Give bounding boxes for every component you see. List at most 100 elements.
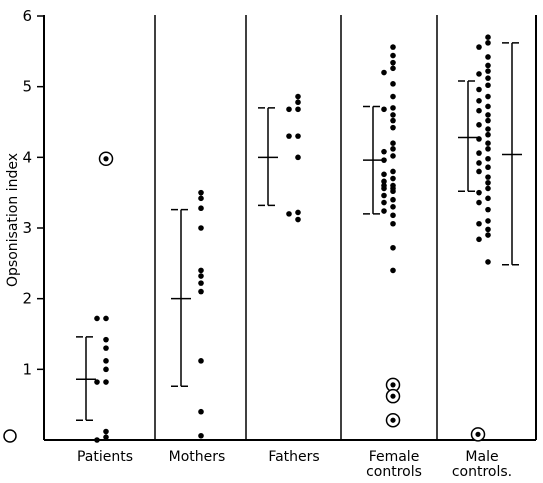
data-point — [476, 98, 482, 104]
category-label: Male — [465, 449, 498, 465]
data-point — [476, 86, 482, 93]
data-point — [295, 209, 301, 216]
y-tick-label: 5 — [22, 78, 32, 96]
category-label: Mothers — [169, 449, 226, 465]
data-point — [485, 155, 491, 162]
data-point — [485, 226, 491, 233]
data-point — [390, 140, 396, 146]
circled-point-dot — [390, 417, 396, 423]
data-point — [485, 112, 491, 118]
data-point — [295, 93, 301, 100]
data-point — [381, 157, 387, 163]
data-point — [485, 195, 491, 202]
data-point — [476, 220, 482, 227]
data-point — [198, 432, 204, 439]
data-point — [390, 65, 396, 72]
data-point — [476, 71, 482, 77]
data-point — [390, 220, 396, 227]
data-point — [476, 122, 482, 128]
data-point — [390, 146, 396, 152]
category-label: controls. — [452, 464, 512, 480]
data-point — [286, 211, 292, 217]
data-point — [485, 185, 491, 192]
data-point — [103, 366, 109, 373]
y-tick-label: 2 — [22, 290, 32, 308]
data-point — [485, 75, 491, 81]
data-point — [390, 244, 396, 251]
data-point — [94, 437, 100, 443]
data-point — [103, 345, 109, 351]
data-point — [381, 148, 387, 155]
data-point — [198, 205, 204, 212]
data-point — [198, 288, 204, 295]
circled-point-dot — [390, 393, 396, 399]
data-point — [476, 44, 482, 50]
origin-circle-icon — [3, 429, 17, 443]
data-point — [485, 164, 491, 171]
y-tick-label: 3 — [22, 219, 32, 237]
data-point — [485, 93, 491, 100]
data-point — [390, 267, 396, 274]
data-point — [381, 192, 387, 199]
y-tick-label: 4 — [22, 148, 32, 166]
data-point — [103, 358, 109, 364]
data-point — [485, 103, 491, 110]
data-point — [390, 117, 396, 124]
data-point — [390, 93, 396, 100]
data-point — [485, 34, 491, 40]
data-point — [381, 199, 387, 206]
data-point — [198, 358, 204, 364]
data-point — [485, 82, 491, 89]
data-point — [476, 160, 482, 166]
data-point — [390, 153, 396, 159]
data-point — [476, 136, 482, 142]
origin-marker — [3, 429, 17, 443]
data-point — [390, 168, 396, 175]
data-point — [286, 133, 292, 139]
data-point — [381, 106, 387, 113]
data-point — [198, 280, 204, 286]
data-point — [390, 44, 396, 50]
data-point — [485, 146, 491, 152]
data-point — [485, 206, 491, 213]
data-point — [390, 124, 396, 131]
circled-point-dot — [390, 382, 396, 388]
y-tick-label: 6 — [22, 7, 32, 25]
y-axis: 1 2 3 4 5 6 — [22, 7, 44, 378]
data-point — [198, 195, 204, 202]
range-bar — [502, 42, 522, 266]
data-point — [485, 40, 491, 46]
data-point — [381, 178, 387, 185]
data-point — [485, 54, 491, 60]
data-point — [390, 204, 396, 210]
circled-point-dot — [103, 156, 109, 162]
data-point — [476, 189, 482, 196]
data-point — [485, 179, 491, 186]
data-point — [476, 150, 482, 156]
data-point — [295, 216, 301, 223]
data-point — [485, 131, 491, 138]
data-point — [198, 408, 204, 415]
data-point — [381, 171, 387, 178]
data-point — [103, 315, 109, 322]
data-point — [476, 168, 482, 175]
data-point — [198, 267, 204, 274]
data-point — [198, 273, 204, 279]
y-tick-label: 1 — [22, 360, 32, 378]
data-point — [381, 69, 387, 76]
data-point — [390, 175, 396, 182]
data-point — [94, 315, 100, 322]
data-point — [381, 185, 387, 192]
data-point — [390, 59, 396, 66]
group-2: Fathers — [258, 93, 320, 465]
group-0: Patients — [76, 151, 133, 465]
data-point — [198, 189, 204, 196]
mean-sd-bar — [363, 105, 383, 215]
data-point — [295, 133, 301, 139]
data-point — [103, 379, 109, 385]
data-point — [476, 236, 482, 243]
data-point — [286, 106, 292, 113]
